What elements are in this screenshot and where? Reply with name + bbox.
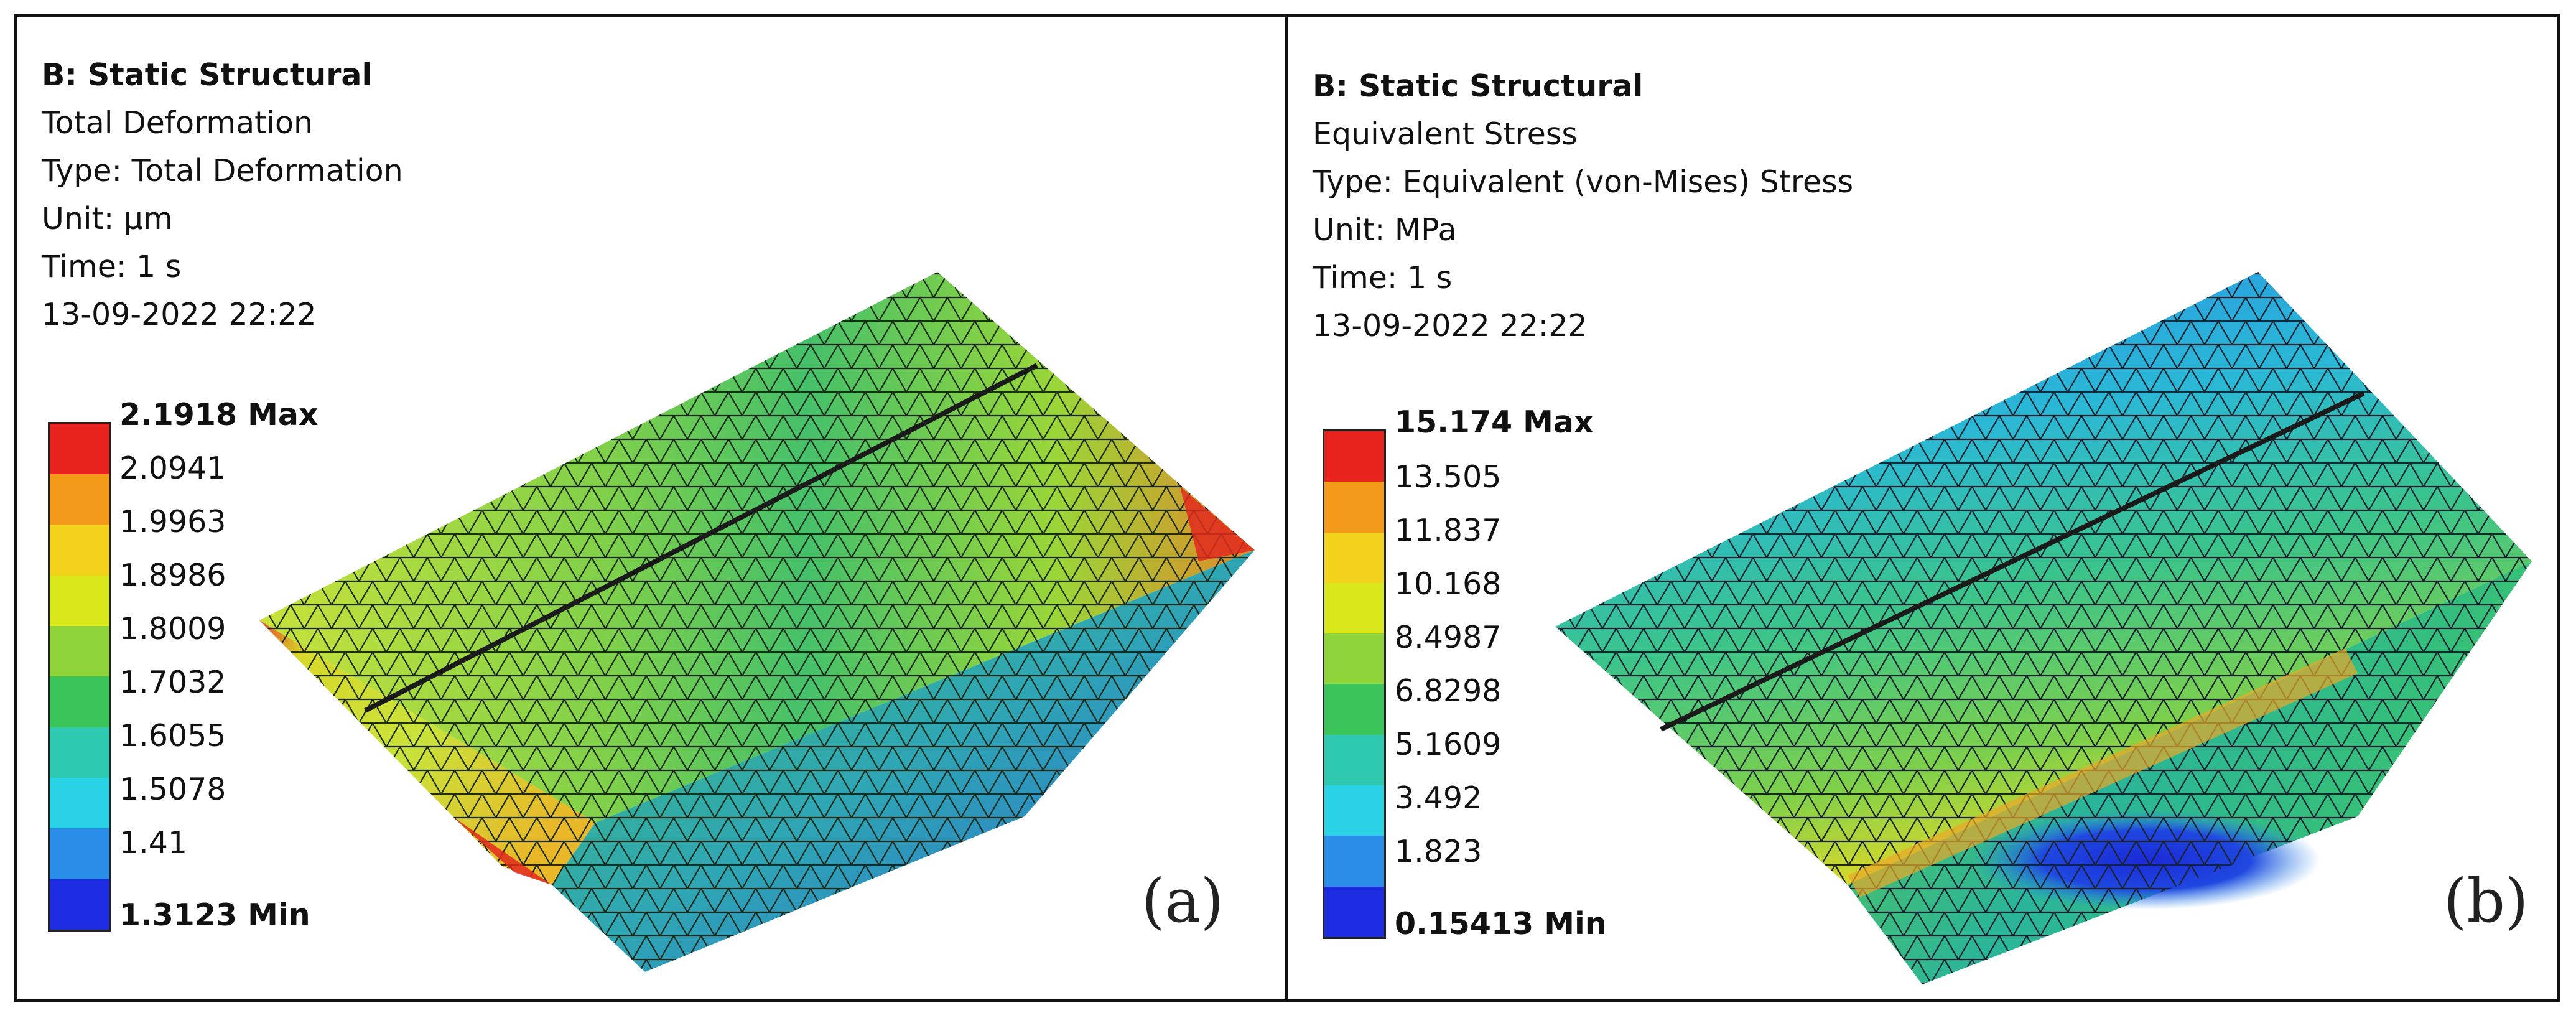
legend-color-band — [1324, 734, 1384, 786]
legend-color-band — [50, 626, 109, 677]
result-time: Time: 1 s — [42, 249, 182, 284]
result-unit: Unit: µm — [42, 201, 173, 236]
legend-color-band — [1324, 785, 1384, 836]
analysis-system-title: B: Static Structural — [42, 57, 373, 93]
legend-color-band — [50, 676, 109, 727]
legend-level-label: 1.6055 — [119, 718, 226, 754]
legend-level-label: 1.8986 — [119, 558, 226, 593]
panel-tag: (b) — [2443, 866, 2529, 936]
legend-color-band — [50, 879, 109, 930]
legend-color-band — [1324, 482, 1384, 533]
result-type: Type: Total Deformation — [42, 153, 403, 189]
legend-level-label: 1.41 — [119, 825, 188, 861]
legend-max-label: 2.1918 Max — [119, 397, 319, 432]
result-date: 13-09-2022 22:22 — [42, 297, 317, 332]
legend-color-band — [50, 828, 109, 879]
legend-level-label: 1.8009 — [119, 611, 226, 647]
legend-color-band — [1324, 684, 1384, 735]
result-type: Type: Equivalent (von-Mises) Stress — [1313, 164, 1854, 200]
legend-color-band — [1324, 582, 1384, 634]
legend-max-label: 15.174 Max — [1395, 404, 1594, 440]
legend-color-band — [50, 727, 109, 778]
legend-color-band — [50, 474, 109, 525]
legend-level-label: 1.7032 — [119, 665, 226, 700]
legend-level-label: 6.8298 — [1395, 673, 1502, 709]
result-name: Total Deformation — [42, 105, 314, 141]
legend-color-band — [1324, 431, 1384, 482]
panel-tag: (a) — [1142, 866, 1224, 936]
legend-level-label: 3.492 — [1395, 780, 1482, 816]
result-time: Time: 1 s — [1313, 260, 1453, 296]
legend-level-label: 1.9963 — [119, 504, 226, 539]
legend-color-band — [1324, 836, 1384, 887]
legend-color-band — [1324, 532, 1384, 583]
color-legend-bar — [1323, 429, 1386, 939]
legend-color-band — [1324, 633, 1384, 684]
legend-color-band — [50, 778, 109, 829]
legend-min-label: 1.3123 Min — [119, 897, 310, 933]
legend-level-label: 10.168 — [1395, 566, 1502, 602]
color-legend-bar — [48, 422, 111, 932]
deformation-mesh-model — [259, 272, 1255, 972]
legend-color-band — [50, 525, 109, 576]
result-date: 13-09-2022 22:22 — [1313, 308, 1588, 343]
result-unit: Unit: MPa — [1313, 212, 1457, 248]
legend-level-label: 2.0941 — [119, 451, 226, 486]
panel-total-deformation: B: Static Structural Total Deformation T… — [17, 14, 1285, 1002]
legend-color-band — [50, 424, 109, 475]
stress-mesh-model — [1555, 272, 2532, 984]
legend-level-label: 1.5078 — [119, 772, 226, 807]
legend-level-label: 5.1609 — [1395, 727, 1502, 762]
legend-level-label: 1.823 — [1395, 834, 1482, 869]
panel-equivalent-stress: B: Static Structural Equivalent Stress T… — [1288, 14, 2557, 1002]
panel-divider — [1285, 14, 1288, 1002]
legend-level-label: 13.505 — [1395, 459, 1502, 495]
analysis-system-title: B: Static Structural — [1313, 68, 1644, 104]
legend-level-label: 8.4987 — [1395, 620, 1502, 655]
legend-color-band — [1324, 886, 1384, 937]
legend-min-label: 0.15413 Min — [1395, 906, 1607, 941]
result-name: Equivalent Stress — [1313, 116, 1578, 152]
legend-level-label: 11.837 — [1395, 513, 1502, 548]
legend-color-band — [50, 575, 109, 627]
